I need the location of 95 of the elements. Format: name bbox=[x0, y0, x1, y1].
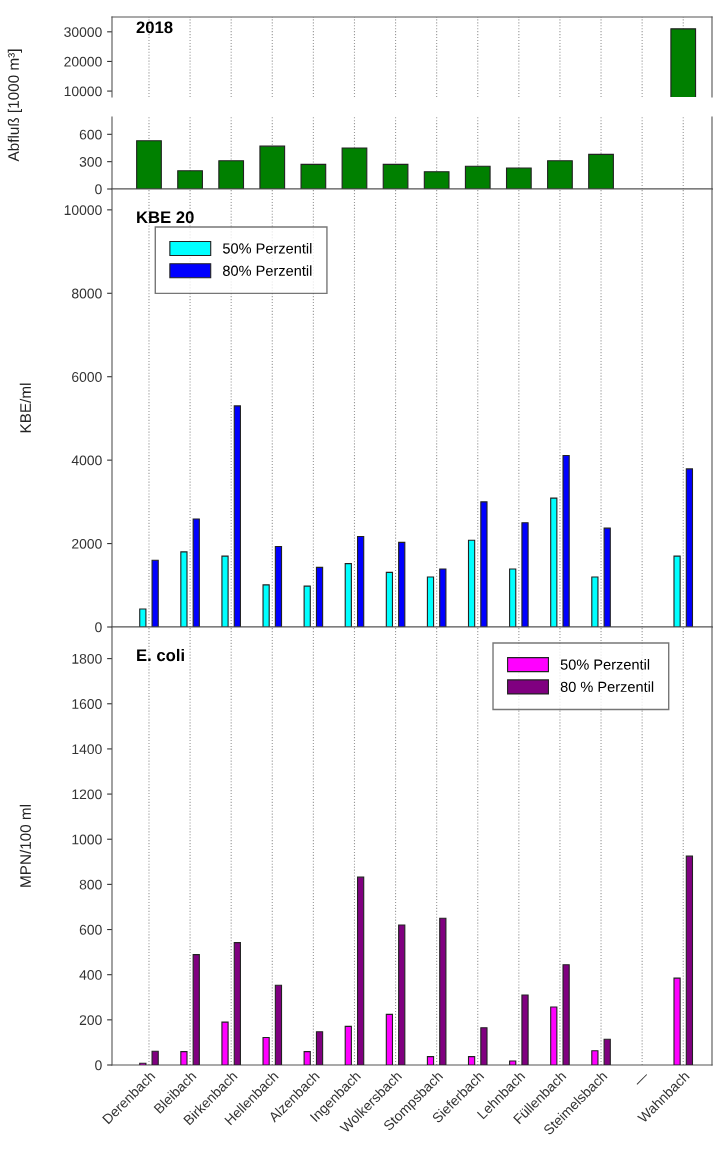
bar bbox=[426, 1056, 435, 1065]
bar bbox=[685, 855, 694, 1065]
bar bbox=[521, 994, 529, 1065]
y-tick-label: 4000 bbox=[71, 455, 102, 466]
y-tick-label: 6000 bbox=[72, 372, 102, 382]
bar bbox=[509, 1060, 517, 1065]
bar bbox=[233, 405, 241, 627]
bar bbox=[480, 1027, 488, 1065]
bar bbox=[385, 1013, 394, 1065]
legend-label: 80 % Perzentil bbox=[560, 681, 654, 693]
y-tick-label: 600 bbox=[79, 924, 102, 935]
bar bbox=[673, 977, 681, 1065]
bar bbox=[382, 163, 409, 189]
bar bbox=[192, 954, 200, 1065]
y-tick-label: 300 bbox=[79, 156, 102, 167]
y-tick-label: 1400 bbox=[72, 744, 102, 755]
bar bbox=[341, 147, 368, 189]
y-tick-label: 2000 bbox=[72, 538, 102, 549]
bar bbox=[180, 551, 188, 627]
y-tick-label: 0 bbox=[95, 184, 102, 195]
bar bbox=[274, 984, 283, 1065]
bar bbox=[480, 501, 488, 627]
y-tick-label: 0 bbox=[95, 622, 102, 633]
bar bbox=[547, 160, 573, 189]
bar bbox=[509, 568, 517, 627]
y-axis-title: MPN/100 ml bbox=[19, 804, 31, 887]
bar bbox=[603, 527, 611, 627]
y-tick-label: 10000 bbox=[64, 205, 102, 216]
bar bbox=[221, 555, 229, 627]
y-tick-label: 1600 bbox=[72, 699, 102, 709]
bar bbox=[591, 1050, 599, 1065]
legend-label: 80% Perzentil bbox=[223, 265, 312, 276]
bar bbox=[467, 1056, 476, 1065]
bar bbox=[136, 140, 162, 189]
y-tick-label: 20000 bbox=[64, 56, 102, 67]
bar bbox=[259, 145, 286, 189]
bar bbox=[218, 160, 245, 189]
bar bbox=[151, 559, 159, 627]
bar bbox=[315, 1031, 324, 1065]
bar bbox=[588, 153, 614, 189]
legend-label: 50% Perzentil bbox=[560, 659, 650, 670]
bar bbox=[385, 571, 394, 627]
bar bbox=[439, 568, 447, 627]
bar bbox=[274, 545, 283, 627]
bar bbox=[439, 917, 447, 1065]
bar bbox=[151, 1050, 159, 1065]
y-axis-title: KBE/ml bbox=[19, 383, 31, 433]
y-tick-label: 30000 bbox=[64, 27, 102, 37]
y-tick-label: 0 bbox=[95, 1060, 102, 1071]
text: KBE 20 bbox=[137, 211, 194, 224]
y-tick-label: 1800 bbox=[72, 653, 102, 664]
bar bbox=[262, 584, 270, 627]
y-tick-label: 1200 bbox=[72, 789, 102, 800]
bar bbox=[464, 165, 491, 189]
bar bbox=[467, 539, 476, 627]
bar bbox=[398, 541, 406, 627]
bar bbox=[521, 522, 529, 627]
y-tick-label: 10000 bbox=[64, 86, 102, 97]
bar bbox=[550, 1006, 558, 1065]
bar bbox=[356, 535, 365, 627]
bar bbox=[426, 576, 435, 627]
bar bbox=[603, 1038, 611, 1065]
bar bbox=[315, 566, 324, 627]
bar bbox=[550, 497, 558, 627]
y-tick-label: 8000 bbox=[71, 288, 102, 299]
bar bbox=[192, 518, 200, 627]
bar bbox=[562, 964, 570, 1065]
y-tick-label: 800 bbox=[79, 879, 102, 890]
bar bbox=[180, 1051, 188, 1065]
bar bbox=[398, 924, 406, 1065]
bar bbox=[177, 170, 203, 189]
legend-label: 50% Perzentil bbox=[222, 242, 312, 254]
bar bbox=[221, 1021, 229, 1065]
bar bbox=[344, 563, 352, 627]
bar bbox=[673, 555, 681, 627]
bar bbox=[562, 454, 570, 627]
y-tick-label: 400 bbox=[79, 970, 102, 980]
chart-title: 2018 bbox=[136, 21, 173, 34]
bar bbox=[423, 171, 450, 189]
bar bbox=[344, 1025, 352, 1065]
y-tick-label: 600 bbox=[79, 129, 102, 140]
bar bbox=[356, 876, 365, 1065]
bar bbox=[505, 167, 532, 189]
bar bbox=[262, 1036, 270, 1065]
y-tick-label: 1000 bbox=[72, 834, 102, 845]
bar bbox=[303, 1051, 311, 1065]
text: E. coli bbox=[137, 648, 184, 662]
bar bbox=[300, 163, 327, 189]
y-axis-title: Abfluß [1000 m³] bbox=[7, 49, 22, 162]
bar bbox=[233, 942, 241, 1065]
bar bbox=[139, 608, 147, 627]
y-tick-label: 200 bbox=[79, 1015, 102, 1026]
bar bbox=[685, 468, 694, 627]
bar bbox=[303, 585, 311, 627]
bar bbox=[591, 576, 599, 627]
